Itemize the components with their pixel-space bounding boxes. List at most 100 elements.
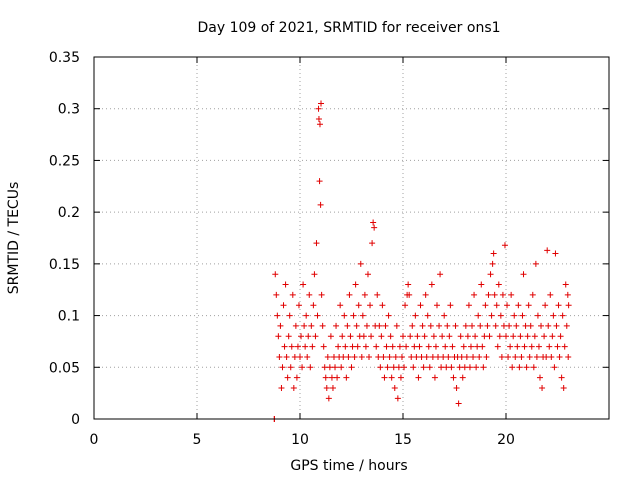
data-point [284,374,291,381]
data-point [332,364,339,371]
data-point [493,302,500,309]
data-point [406,291,413,298]
data-point [563,322,570,329]
data-point [335,343,342,350]
data-point [481,333,488,340]
y-tick-label: 0 [71,412,80,428]
data-point [398,353,405,360]
data-point [318,291,325,298]
data-point [433,302,440,309]
data-point [320,343,327,350]
data-point [497,312,504,319]
data-point [322,374,329,381]
data-point [449,343,456,350]
data-point [420,364,427,371]
data-point [273,291,280,298]
data-point [473,364,480,371]
data-point [302,343,309,350]
y-tick-label: 0.15 [49,257,80,273]
data-point [277,322,284,329]
data-point [281,343,288,350]
data-point [384,364,391,371]
data-point [400,333,406,340]
data-point [326,364,333,371]
data-point [291,353,298,360]
data-point [383,343,390,350]
data-point [512,353,519,360]
data-point [416,343,423,350]
data-point [453,384,460,391]
data-point [329,384,336,391]
data-point [423,353,430,360]
data-point [285,333,292,340]
data-point [534,312,541,319]
data-point [297,353,303,360]
data-point [469,322,476,329]
data-point [427,322,434,329]
x-tick-label: 15 [394,432,412,448]
data-point [430,333,437,340]
data-point [390,364,397,371]
data-point [362,343,369,350]
data-point [510,333,517,340]
data-point [308,322,315,329]
data-point [290,384,297,391]
data-point [524,333,531,340]
data-point [499,291,506,298]
data-point [337,302,344,309]
data-point [422,291,429,298]
data-point [492,322,499,329]
data-point [485,291,492,298]
data-point [442,343,449,350]
data-point [288,343,295,350]
data-point [538,322,545,329]
data-point [561,343,568,350]
data-point [289,291,296,298]
data-point [426,364,433,371]
data-point [309,343,316,350]
y-tick-label: 0.3 [58,102,80,118]
data-point [382,322,389,329]
data-point [533,353,540,360]
data-point [368,333,375,340]
data-point [516,364,523,371]
data-point [358,353,365,360]
data-point [369,240,376,247]
data-point [564,291,571,298]
data-point [462,322,469,329]
data-point [474,343,481,350]
data-point [503,333,509,340]
data-point [488,312,495,319]
data-point [508,291,515,298]
data-point [282,281,289,288]
data-point [521,343,528,350]
data-point [444,322,451,329]
data-point [438,364,445,371]
data-point [552,250,559,257]
data-point [304,353,311,360]
data-point [417,302,424,309]
data-point [325,395,332,402]
data-point [388,374,395,381]
chart-title: Day 109 of 2021, SRMTID for receiver ons… [197,20,500,36]
data-point [344,322,351,329]
data-point [408,353,415,360]
data-point [560,384,567,391]
data-point [414,333,421,340]
data-point [553,322,560,329]
data-point [513,322,520,329]
y-tick-label: 0.25 [49,153,80,169]
data-point [401,364,408,371]
data-point [439,333,446,340]
data-point [542,302,549,309]
data-point [466,364,473,371]
data-point [565,353,572,360]
axis-ticks: 0 0.05 0.1 0.15 0.2 0.25 0.3 0.35 0 5 10 15 20 [49,50,609,448]
data-point [353,322,360,329]
data-point [380,353,387,360]
data-point [463,353,470,360]
data-point [299,364,306,371]
data-point [546,343,553,350]
data-point [525,302,532,309]
